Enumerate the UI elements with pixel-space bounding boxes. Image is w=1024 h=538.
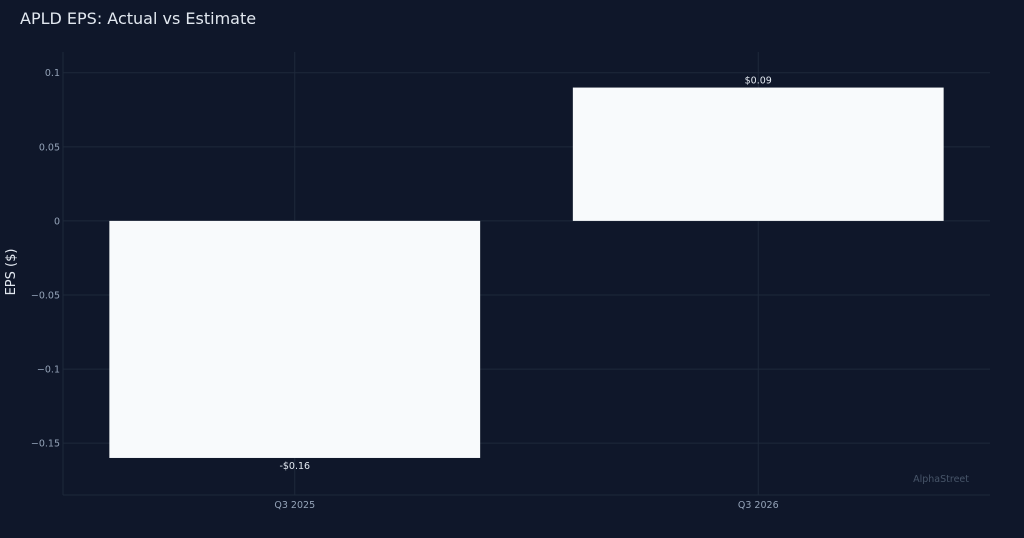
chart-title: APLD EPS: Actual vs Estimate	[20, 9, 257, 28]
watermark: AlphaStreet	[913, 474, 969, 485]
bar-q3-2026	[572, 87, 944, 221]
data-label: $0.09	[745, 76, 772, 87]
y-tick-label: −0.05	[31, 290, 60, 301]
y-tick-label: 0	[54, 216, 60, 227]
bar-q3-2025	[109, 220, 481, 458]
y-tick-label: 0.05	[39, 142, 60, 153]
y-tick-label: 0.1	[45, 68, 60, 79]
y-tick-label: −0.15	[31, 439, 60, 450]
x-tick-label: Q3 2025	[274, 500, 315, 511]
y-tick-label: −0.1	[37, 365, 60, 376]
data-label: -$0.16	[279, 461, 310, 472]
x-tick-label: Q3 2026	[738, 500, 779, 511]
y-axis-label: EPS ($)	[4, 249, 19, 296]
